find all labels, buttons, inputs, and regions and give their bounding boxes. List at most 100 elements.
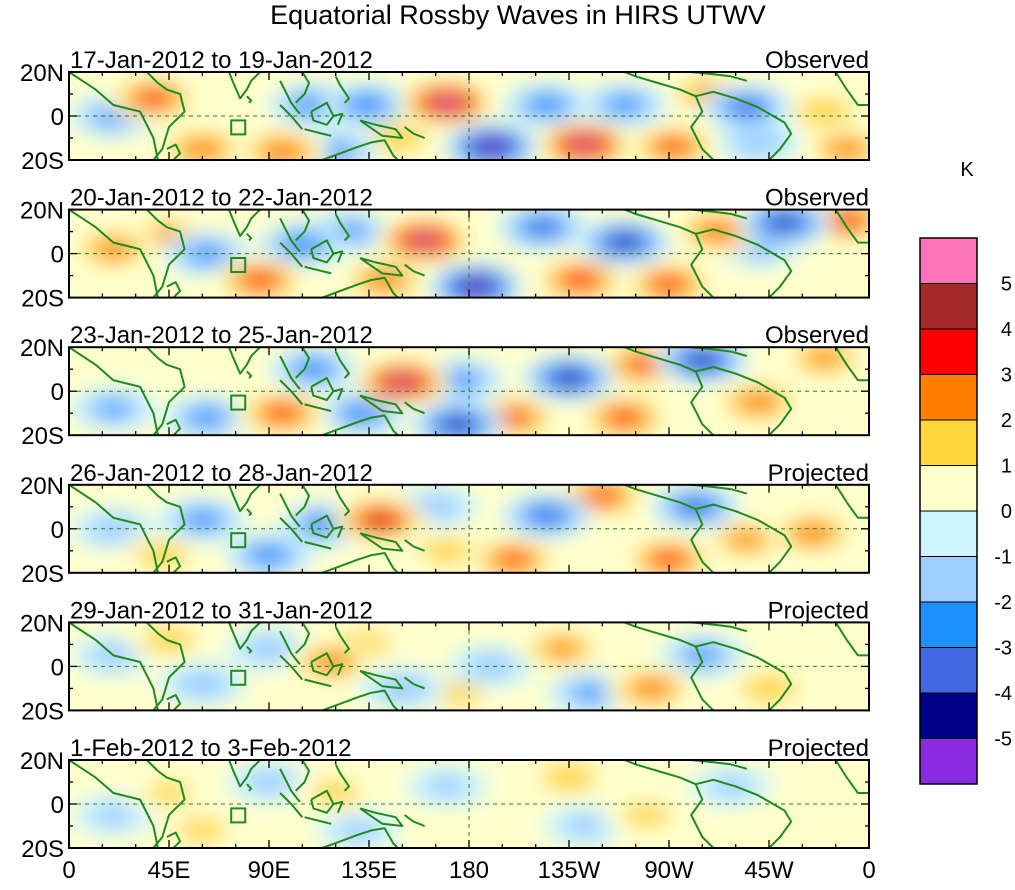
colorbar-swatch [919,692,978,739]
anomaly-13 [654,347,750,385]
panel-date-range: 29-Jan-2012 to 31-Jan-2012 [70,597,373,624]
colorbar-label: -5 [994,729,1012,751]
y-tick-label: 20S [21,698,64,725]
y-tick-label: 0 [51,654,64,681]
y-tick-label: 20N [20,473,64,500]
anomaly-14 [521,354,617,402]
coastlines [69,347,869,436]
panels-group: 20N 0 20S 17-Jan-2012 to 19-Jan-2012 Observe… [20,47,870,863]
anomaly-14 [605,665,697,711]
anomaly-5 [447,644,535,689]
x-tick-label: 0 [862,857,875,884]
anomaly-12 [410,400,506,436]
anomaly-2 [127,772,211,814]
x-tick-label: 180 [449,857,489,884]
panel-status: Observed [765,322,869,349]
panel-1: 20N 0 20S 17-Jan-2012 to 19-Jan-2012 Observe… [20,47,870,175]
colorbar-label: -3 [994,638,1012,660]
y-tick-label: 20S [21,561,64,588]
anomaly-10 [604,793,690,837]
anomaly-15 [107,75,200,122]
x-tick-label: 45E [148,857,191,884]
colorbar-label: -1 [994,547,1012,569]
y-tick-label: 20N [20,198,64,225]
colorbar-swatch [919,419,978,466]
coastlines [69,760,869,848]
anomaly-4 [404,765,489,808]
colorbar-frame [919,237,978,785]
panel-status: Projected [768,735,869,762]
panel-date-range: 23-Jan-2012 to 25-Jan-2012 [70,322,373,349]
anomaly-18 [398,78,495,127]
anomaly-14 [627,123,720,160]
colorbar: 5 4 3 2 1 0 -1 -2 -3 -4 -5 K [919,159,1012,785]
anomaly-6 [712,379,804,425]
chart-title: Equatorial Rossby Waves in HIRS UTWV [270,0,766,30]
panel-2: 20N 0 20S 20-Jan-2012 to 22-Jan-2012 Observe… [20,185,870,313]
y-tick-label: 20S [21,148,64,175]
anomaly-3 [316,809,400,848]
anomaly-8 [801,126,869,160]
colorbar-swatch [919,647,978,694]
anomaly-13 [533,256,627,298]
colorbar-label: 0 [1001,501,1012,523]
colorbar-swatch [919,601,978,648]
y-tick-label: 20N [20,748,64,775]
colorbar-label: 5 [1001,274,1012,296]
colorbar-swatch [919,465,978,512]
anomaly-12 [500,492,594,539]
anomaly-19 [443,122,540,160]
anomaly-10 [467,536,560,573]
index-box [230,119,247,136]
colorbar-unit: K [960,159,974,181]
anomaly-8 [226,760,312,804]
colorbar-label: 1 [1001,456,1012,478]
y-tick-label: 0 [51,517,64,544]
panel-3: 20N 0 20S 23-Jan-2012 to 25-Jan-2012 Observe… [20,322,870,450]
y-tick-label: 0 [51,379,64,406]
panel-6: 20N 0 20S 1-Feb-2012 to 3-Feb-2012 Projected [20,735,870,863]
colorbar-swatch [919,328,978,375]
panel-date-range: 26-Jan-2012 to 28-Jan-2012 [70,460,373,487]
anomaly-13 [622,536,716,573]
y-tick-label: 20S [21,836,64,863]
panel-status: Projected [768,460,869,487]
index-box [230,532,247,549]
index-box [230,394,247,411]
anomaly-3 [161,395,252,436]
x-tick-label: 45W [744,857,794,884]
anomaly-3 [780,89,869,134]
coastlines [69,209,869,298]
anomaly-field [69,72,869,160]
panel-date-range: 20-Jan-2012 to 22-Jan-2012 [70,185,373,212]
anomaly-4 [69,226,159,272]
x-tick-label: 135E [341,857,397,884]
y-tick-label: 0 [51,242,64,269]
y-tick-label: 0 [51,104,64,131]
y-tick-label: 20N [20,610,64,637]
panel-status: Observed [765,47,869,74]
anomaly-14 [649,484,743,530]
anomaly-7 [223,532,315,573]
y-tick-label: 20S [21,286,64,313]
anomaly-10 [517,626,608,672]
anomaly-2 [119,533,206,573]
colorbar-label: 4 [1001,319,1012,341]
colorbar-swatch [919,283,978,330]
anomaly-7 [579,82,670,128]
anomaly-10 [235,390,329,436]
x-tick-label: 90E [248,857,291,884]
x-tick-label: 135W [538,857,601,884]
anomaly-11 [525,760,613,800]
anomaly-7 [159,809,245,848]
colorbar-swatch [919,738,978,785]
colorbar-swatch [919,556,978,603]
y-tick-label: 0 [51,792,64,819]
panel-date-range: 17-Jan-2012 to 19-Jan-2012 [70,47,373,74]
panel-4: 20N 0 20S 26-Jan-2012 to 28-Jan-2012 Project… [20,460,870,588]
anomaly-10 [622,261,716,298]
panel-status: Observed [765,185,869,212]
anomaly-9 [156,126,248,160]
x-axis: 0 45E 90E 135E 180 135W 90W 45W 0 [62,857,875,884]
